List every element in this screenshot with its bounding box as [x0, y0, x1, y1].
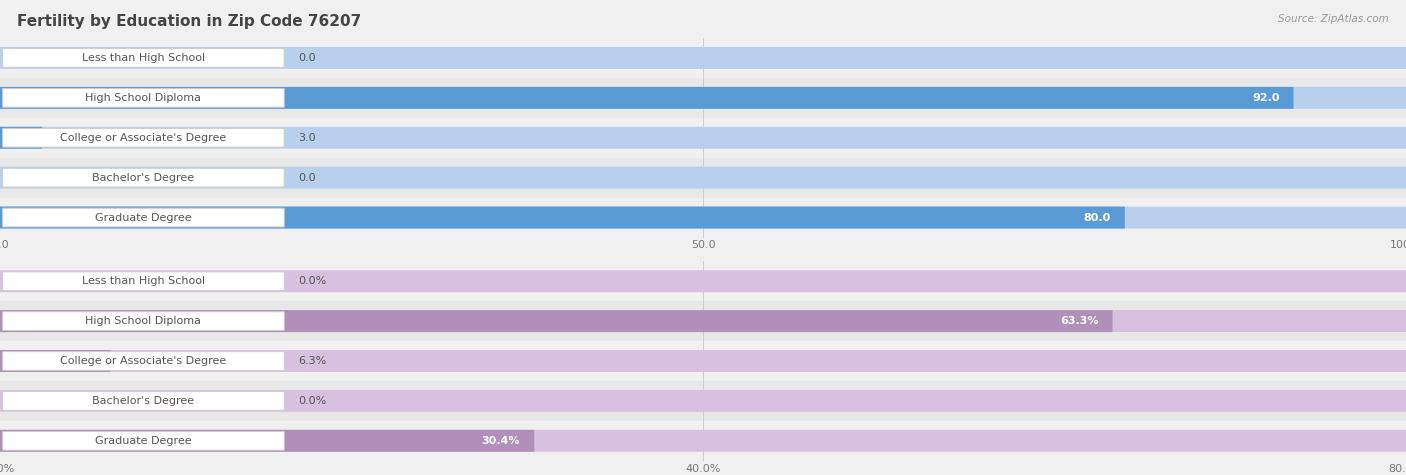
FancyBboxPatch shape	[0, 270, 1406, 292]
FancyBboxPatch shape	[0, 87, 1406, 109]
FancyBboxPatch shape	[0, 87, 1294, 109]
Text: 0.0: 0.0	[298, 53, 316, 63]
FancyBboxPatch shape	[0, 350, 111, 372]
FancyBboxPatch shape	[3, 312, 284, 331]
FancyBboxPatch shape	[0, 127, 1406, 149]
Bar	[0, 118, 1406, 158]
Text: 92.0: 92.0	[1251, 93, 1279, 103]
FancyBboxPatch shape	[0, 350, 1406, 372]
Text: Source: ZipAtlas.com: Source: ZipAtlas.com	[1278, 14, 1389, 24]
Bar	[0, 198, 1406, 238]
FancyBboxPatch shape	[3, 48, 284, 67]
FancyBboxPatch shape	[3, 431, 284, 450]
Text: College or Associate's Degree: College or Associate's Degree	[60, 356, 226, 366]
Text: College or Associate's Degree: College or Associate's Degree	[60, 133, 226, 143]
Text: High School Diploma: High School Diploma	[86, 93, 201, 103]
FancyBboxPatch shape	[3, 391, 284, 410]
FancyBboxPatch shape	[0, 430, 534, 452]
Text: High School Diploma: High School Diploma	[86, 316, 201, 326]
FancyBboxPatch shape	[0, 47, 1406, 69]
Text: Bachelor's Degree: Bachelor's Degree	[93, 396, 194, 406]
Text: Fertility by Education in Zip Code 76207: Fertility by Education in Zip Code 76207	[17, 14, 361, 29]
Text: Less than High School: Less than High School	[82, 53, 205, 63]
Text: Bachelor's Degree: Bachelor's Degree	[93, 172, 194, 183]
Bar	[0, 421, 1406, 461]
FancyBboxPatch shape	[3, 128, 284, 147]
FancyBboxPatch shape	[3, 352, 284, 370]
Text: 0.0%: 0.0%	[298, 396, 326, 406]
FancyBboxPatch shape	[3, 208, 284, 227]
Text: 0.0%: 0.0%	[298, 276, 326, 286]
FancyBboxPatch shape	[0, 310, 1112, 332]
FancyBboxPatch shape	[0, 390, 1406, 412]
Text: Less than High School: Less than High School	[82, 276, 205, 286]
Text: 63.3%: 63.3%	[1060, 316, 1098, 326]
Text: 6.3%: 6.3%	[298, 356, 326, 366]
FancyBboxPatch shape	[3, 168, 284, 187]
Text: 3.0: 3.0	[298, 133, 316, 143]
Text: 30.4%: 30.4%	[482, 436, 520, 446]
FancyBboxPatch shape	[0, 430, 1406, 452]
FancyBboxPatch shape	[0, 167, 1406, 189]
Bar	[0, 261, 1406, 301]
FancyBboxPatch shape	[3, 272, 284, 291]
FancyBboxPatch shape	[0, 207, 1406, 228]
Bar	[0, 381, 1406, 421]
FancyBboxPatch shape	[0, 207, 1125, 228]
Text: 80.0: 80.0	[1084, 212, 1111, 223]
Text: Graduate Degree: Graduate Degree	[96, 436, 191, 446]
FancyBboxPatch shape	[3, 88, 284, 107]
Bar	[0, 341, 1406, 381]
Bar	[0, 38, 1406, 78]
Bar	[0, 78, 1406, 118]
FancyBboxPatch shape	[0, 310, 1406, 332]
FancyBboxPatch shape	[0, 127, 42, 149]
Bar	[0, 158, 1406, 198]
Bar	[0, 301, 1406, 341]
Text: 0.0: 0.0	[298, 172, 316, 183]
Text: Graduate Degree: Graduate Degree	[96, 212, 191, 223]
